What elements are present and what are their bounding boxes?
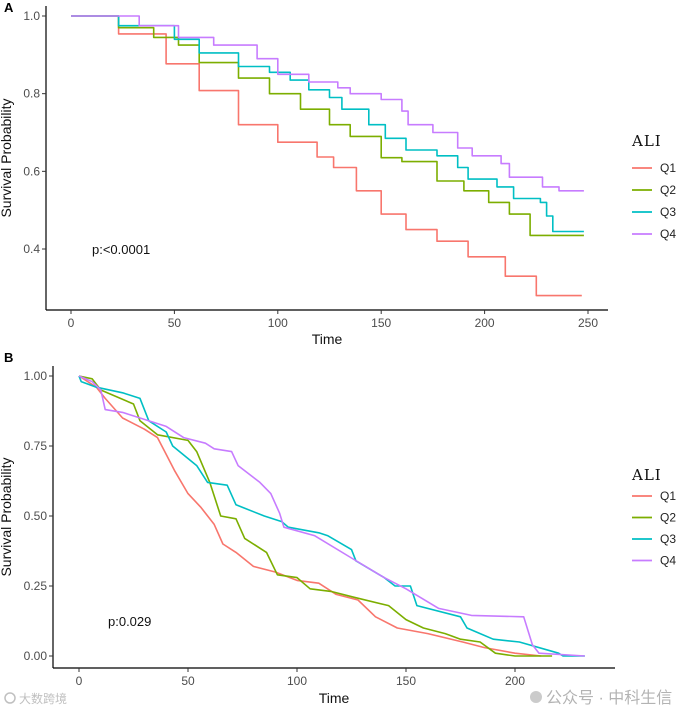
panel-label: B (4, 350, 13, 365)
x-tick-label: 250 (578, 316, 598, 330)
legend-label-q4: Q4 (660, 554, 676, 568)
x-tick-label: 200 (475, 316, 495, 330)
survival-curve-q1 (71, 15, 582, 297)
survival-curve-q1 (78, 375, 542, 657)
legend-label-q2: Q2 (660, 511, 676, 525)
x-tick-label: 150 (371, 316, 391, 330)
x-tick-label: 100 (268, 316, 288, 330)
legend-label-q1: Q1 (660, 161, 676, 175)
x-tick-label: 200 (505, 674, 525, 688)
panel-label: A (4, 0, 14, 15)
watermark-right: 公众号 · 中科生信 (546, 689, 672, 706)
y-tick-label: 0.00 (24, 649, 48, 663)
x-axis-title: Time (319, 690, 350, 706)
y-tick-label: 1.0 (23, 9, 40, 23)
survival-curve-q4 (78, 375, 585, 657)
p-value-annotation: p:0.029 (108, 614, 151, 629)
y-tick-label: 0.75 (24, 439, 48, 453)
survival-curve-q3 (71, 15, 584, 233)
watermark-logo-icon (4, 692, 16, 704)
p-value-annotation: p:<0.0001 (92, 242, 150, 257)
y-axis-title: Survival Probability (0, 98, 14, 217)
x-axis-title: Time (312, 331, 343, 347)
watermark-left: 大数跨境 (19, 691, 67, 706)
x-tick-label: 150 (396, 674, 416, 688)
wechat-icon (530, 691, 542, 703)
legend-title: ALI (631, 132, 662, 150)
y-axis-title: Survival Probability (0, 457, 14, 576)
y-tick-label: 0.4 (23, 242, 40, 256)
legend-label-q3: Q3 (660, 205, 676, 219)
x-tick-label: 50 (168, 316, 182, 330)
x-tick-label: 0 (68, 316, 75, 330)
x-tick-label: 50 (181, 674, 195, 688)
legend-label-q4: Q4 (660, 227, 676, 241)
y-tick-label: 1.00 (24, 369, 48, 383)
y-tick-label: 0.50 (24, 509, 48, 523)
legend-label-q2: Q2 (660, 183, 676, 197)
survival-curve-q2 (71, 15, 584, 237)
y-tick-label: 0.25 (24, 579, 48, 593)
legend-label-q1: Q1 (660, 489, 676, 503)
survival-curve-q4 (71, 15, 584, 192)
y-tick-label: 0.6 (23, 164, 40, 178)
x-tick-label: 100 (287, 674, 307, 688)
y-tick-label: 0.8 (23, 87, 40, 101)
x-tick-label: 0 (76, 674, 83, 688)
survival-curve-q3 (78, 375, 585, 657)
legend-label-q3: Q3 (660, 532, 676, 546)
survival-curve-q2 (78, 375, 553, 657)
legend-title: ALI (631, 466, 662, 484)
